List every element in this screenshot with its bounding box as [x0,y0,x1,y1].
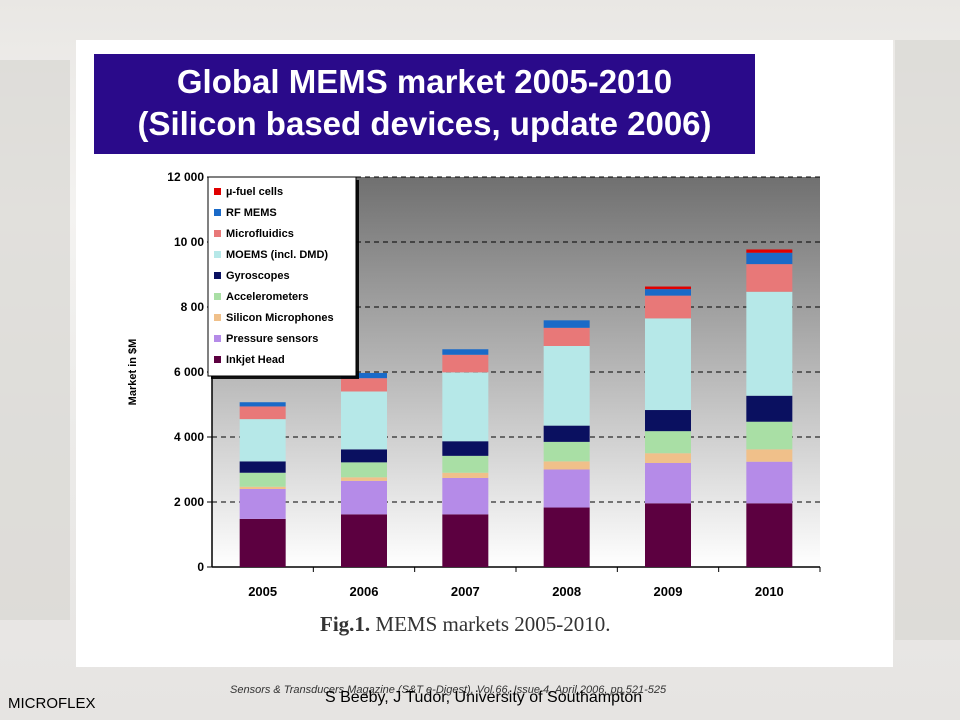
bar-segment [442,514,489,567]
bar-segment [239,486,286,489]
background-right-photo [895,40,960,640]
caption-text: MEMS markets 2005-2010. [370,612,611,636]
legend-label: Pressure sensors [226,333,318,345]
footer-label: MICROFLEX [8,695,96,712]
bar-segment [543,507,590,567]
bar-segment [341,391,387,450]
bar-segment [341,462,387,478]
bar-segment [239,489,286,519]
mems-market-chart: 0 2 000 4 000 6 000 8 00 10 00 12 000 Market in… [127,170,821,599]
caption-label: Fig.1. [320,612,371,636]
bar-segment [746,503,793,567]
legend-swatch [214,209,221,216]
bar-segment [543,469,590,508]
bar-segment [746,449,793,462]
bar-segment [442,472,489,478]
legend-swatch [214,335,221,342]
bar-segment [543,346,590,426]
legend-label: RF MEMS [226,207,277,219]
legend-box [207,176,357,377]
bar-segment [746,264,793,292]
bar-segment [543,320,590,328]
bar-segment [442,372,489,442]
bar-segment [746,395,793,422]
bar-segment [645,503,691,567]
bar-segment [341,514,387,567]
x-tick-label: 2009 [654,584,683,599]
bar-segment [645,453,691,463]
legend-label: Gyroscopes [226,270,290,282]
legend-swatch [214,251,221,258]
bar-segment [543,461,590,470]
legend-label: Silicon Microphones [226,312,334,324]
bar-segment [645,286,691,290]
legend-swatch [214,293,221,300]
bar-segment [746,461,793,504]
bar-segment [341,449,387,463]
bar-segment [442,455,489,473]
bar-segment [239,472,286,487]
y-tick-label: 4 000 [174,430,204,444]
legend-label: Inkjet Head [226,354,285,366]
bar-segment [341,372,387,379]
bar-segment [239,461,286,473]
bar-segment [442,349,489,355]
slide-title-line1: Global MEMS market 2005-2010 [176,63,673,100]
bar-segment [442,354,489,373]
legend-swatch [214,230,221,237]
legend-label: Accelerometers [226,291,309,303]
x-tick-label: 2007 [451,584,480,599]
title-box: Global MEMS market 2005-2010 (Silicon ba… [94,54,755,154]
x-tick-label: 2005 [248,584,277,599]
x-tick-label: 2006 [350,584,379,599]
bar-segment [442,441,489,456]
bar-segment [341,378,387,392]
y-tick-label: 0 [197,560,204,574]
source-citation: Sensors & Transducers Magazine (S&T e-Di… [230,684,667,696]
y-axis-label: Market in $M [127,339,139,406]
slide-title-line2: (Silicon based devices, update 2006) [137,105,712,142]
x-tick-label: 2010 [755,584,784,599]
legend-label: Microfluidics [226,228,294,240]
bar-segment [239,518,286,567]
bar-segment [543,441,590,462]
bar-segment [341,477,387,481]
legend-swatch [214,356,221,363]
bar-segment [239,419,286,462]
bar-segment [645,463,691,504]
bar-segment [746,252,793,265]
y-tick-label: 6 000 [174,365,204,379]
y-tick-label: 12 000 [167,170,204,184]
y-tick-label: 8 00 [181,300,205,314]
legend-swatch [214,314,221,321]
y-tick-label: 10 00 [174,235,204,249]
legend-swatch [214,188,221,195]
bar-segment [645,289,691,296]
legend-label: MOEMS (incl. DMD) [226,249,328,261]
bar-segment [746,249,793,253]
x-tick-label: 2008 [552,584,581,599]
figure-caption: Fig.1. MEMS markets 2005-2010. [320,612,611,637]
bar-segment [239,402,286,407]
legend-swatch [214,272,221,279]
bar-segment [239,406,286,420]
bar-segment [645,410,691,432]
bar-segment [645,295,691,319]
bar-segment [543,327,590,346]
y-tick-label: 2 000 [174,495,204,509]
bar-segment [645,431,691,454]
bar-segment [746,291,793,396]
bar-segment [442,477,489,515]
legend-label: µ-fuel cells [226,186,283,198]
bar-segment [645,318,691,411]
background-left-photo [0,60,70,620]
bar-segment [543,425,590,442]
bar-segment [341,480,387,515]
author-credit: S Beeby, J Tudor, University of Southamp… [325,689,643,706]
bar-segment [746,421,793,450]
